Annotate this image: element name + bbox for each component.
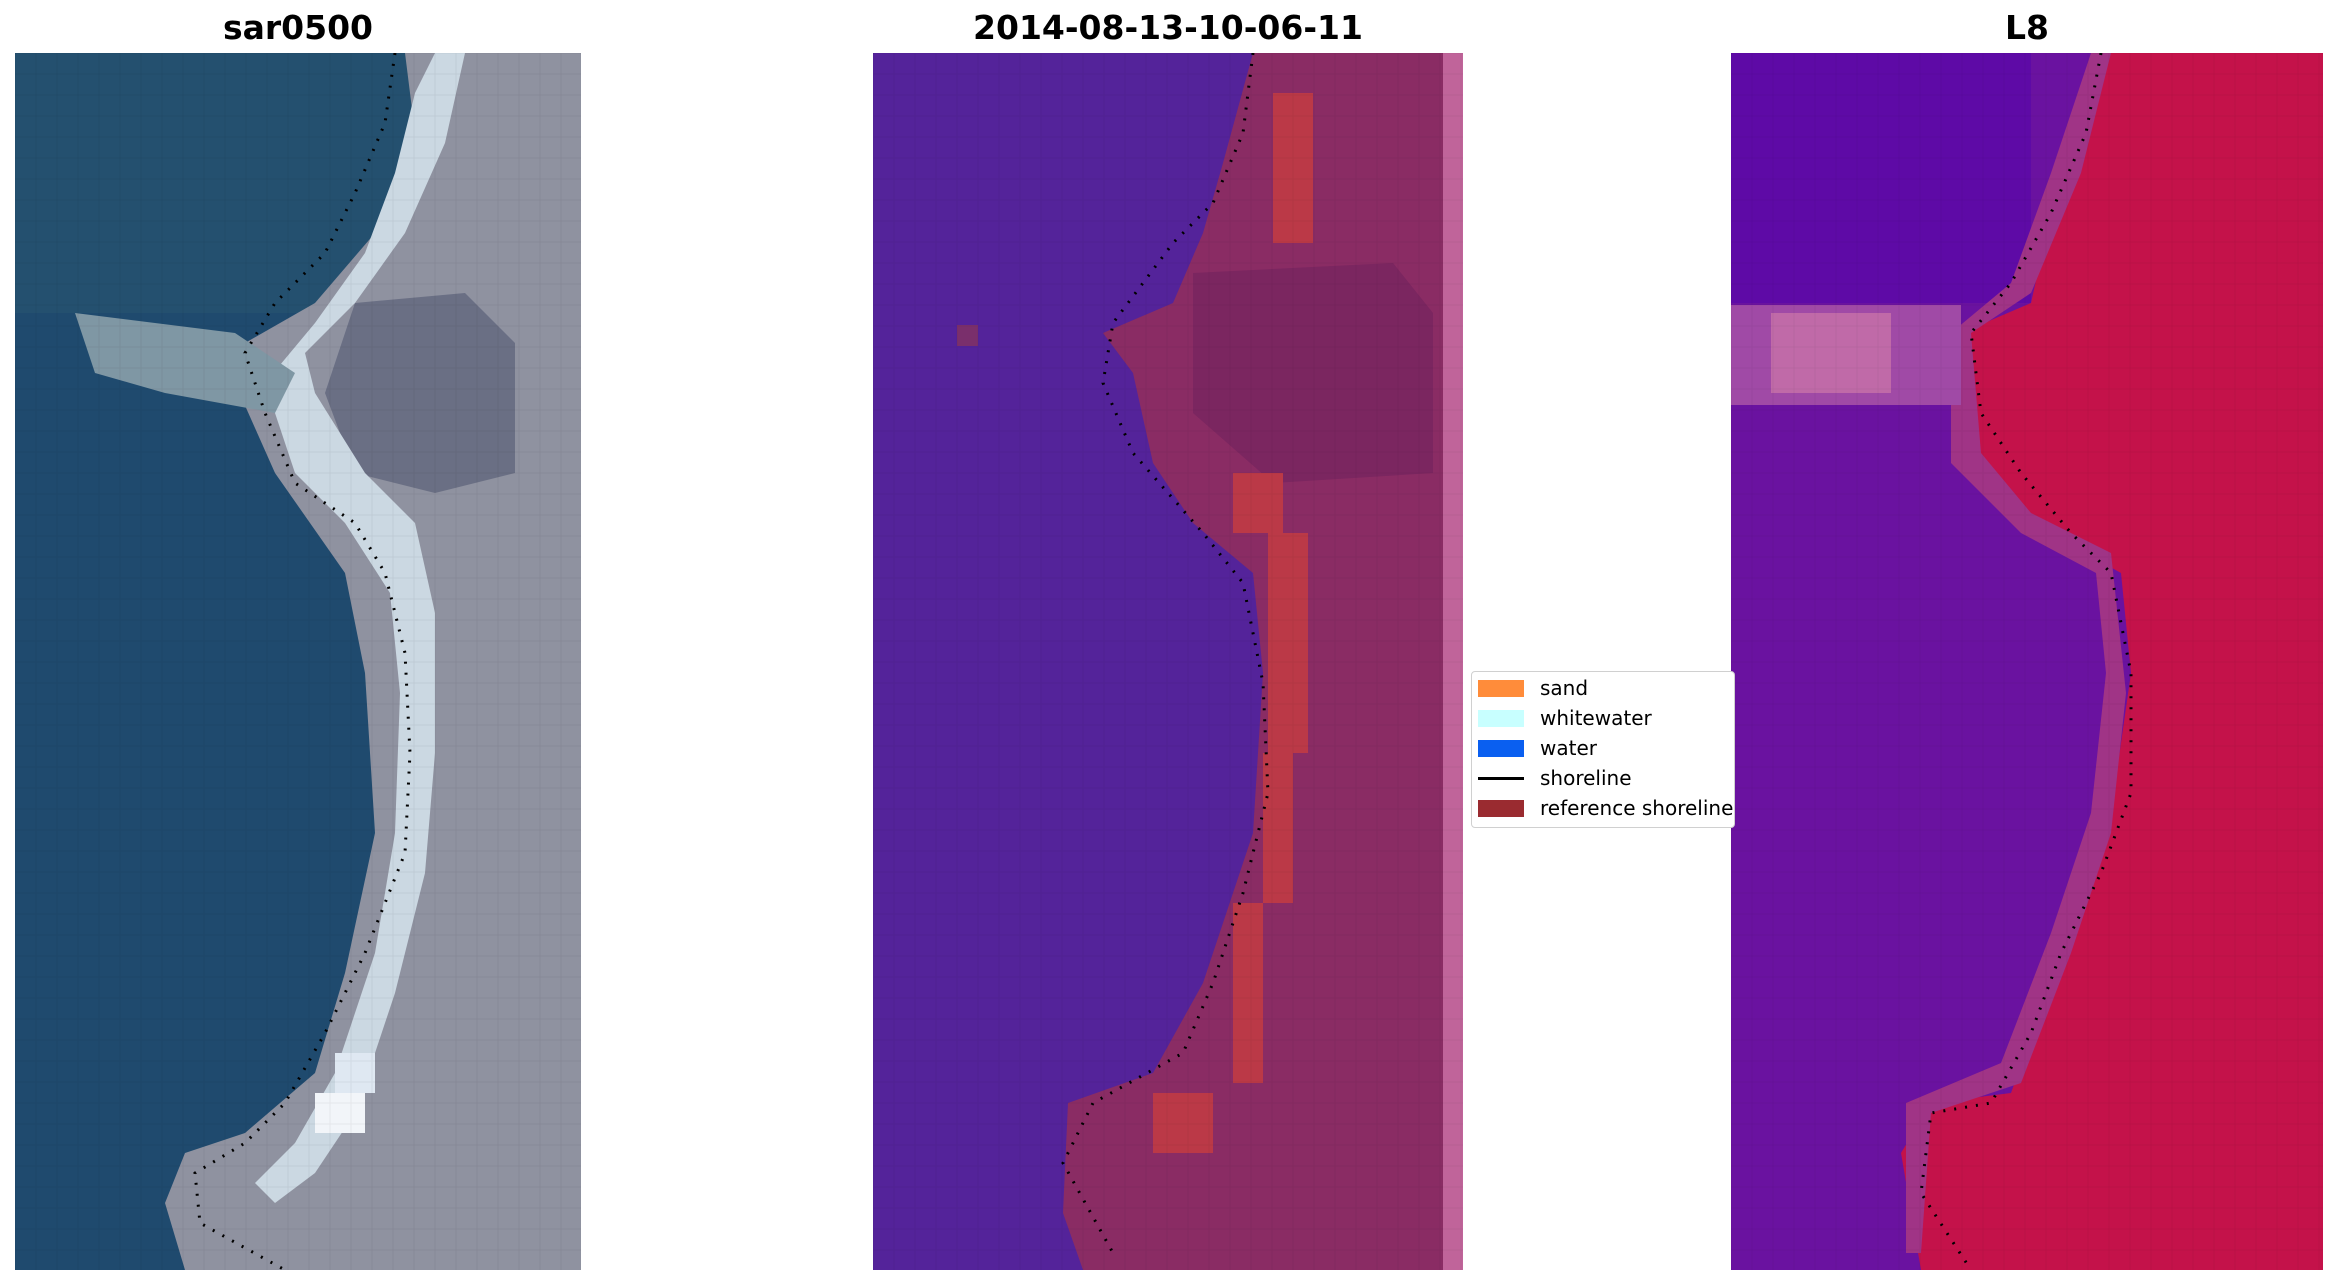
legend-label-water: water [1540,736,1597,760]
classification-panel [873,53,1463,1270]
legend-label-sand: sand [1540,676,1589,700]
legend: sand whitewater water shoreline referenc… [1471,671,1735,828]
legend-item-sand: sand [1478,675,1588,701]
legend-label-shoreline: shoreline [1540,766,1632,790]
legend-item-shoreline: shoreline [1478,765,1632,791]
legend-label-reference-shoreline: reference shoreline [1540,796,1734,820]
reference-shoreline-swatch [1478,799,1524,817]
panel-title-index: L8 [2005,8,2049,47]
sand-swatch [1478,679,1524,697]
whitewater-swatch [1478,709,1524,727]
legend-item-water: water [1478,735,1597,761]
index-image-panel [1731,53,2323,1270]
legend-item-whitewater: whitewater [1478,705,1652,731]
classification-image [873,53,1463,1270]
shoreline-swatch [1478,770,1524,787]
water-swatch [1478,739,1524,757]
panel-title-classification: 2014-08-13-10-06-11 [973,8,1363,47]
legend-label-whitewater: whitewater [1540,706,1652,730]
legend-item-reference-shoreline: reference shoreline [1478,795,1733,821]
panel-title-rgb: sar0500 [222,8,374,47]
rgb-image [15,53,581,1270]
index-image [1731,53,2323,1270]
rgb-image-panel [15,53,581,1270]
